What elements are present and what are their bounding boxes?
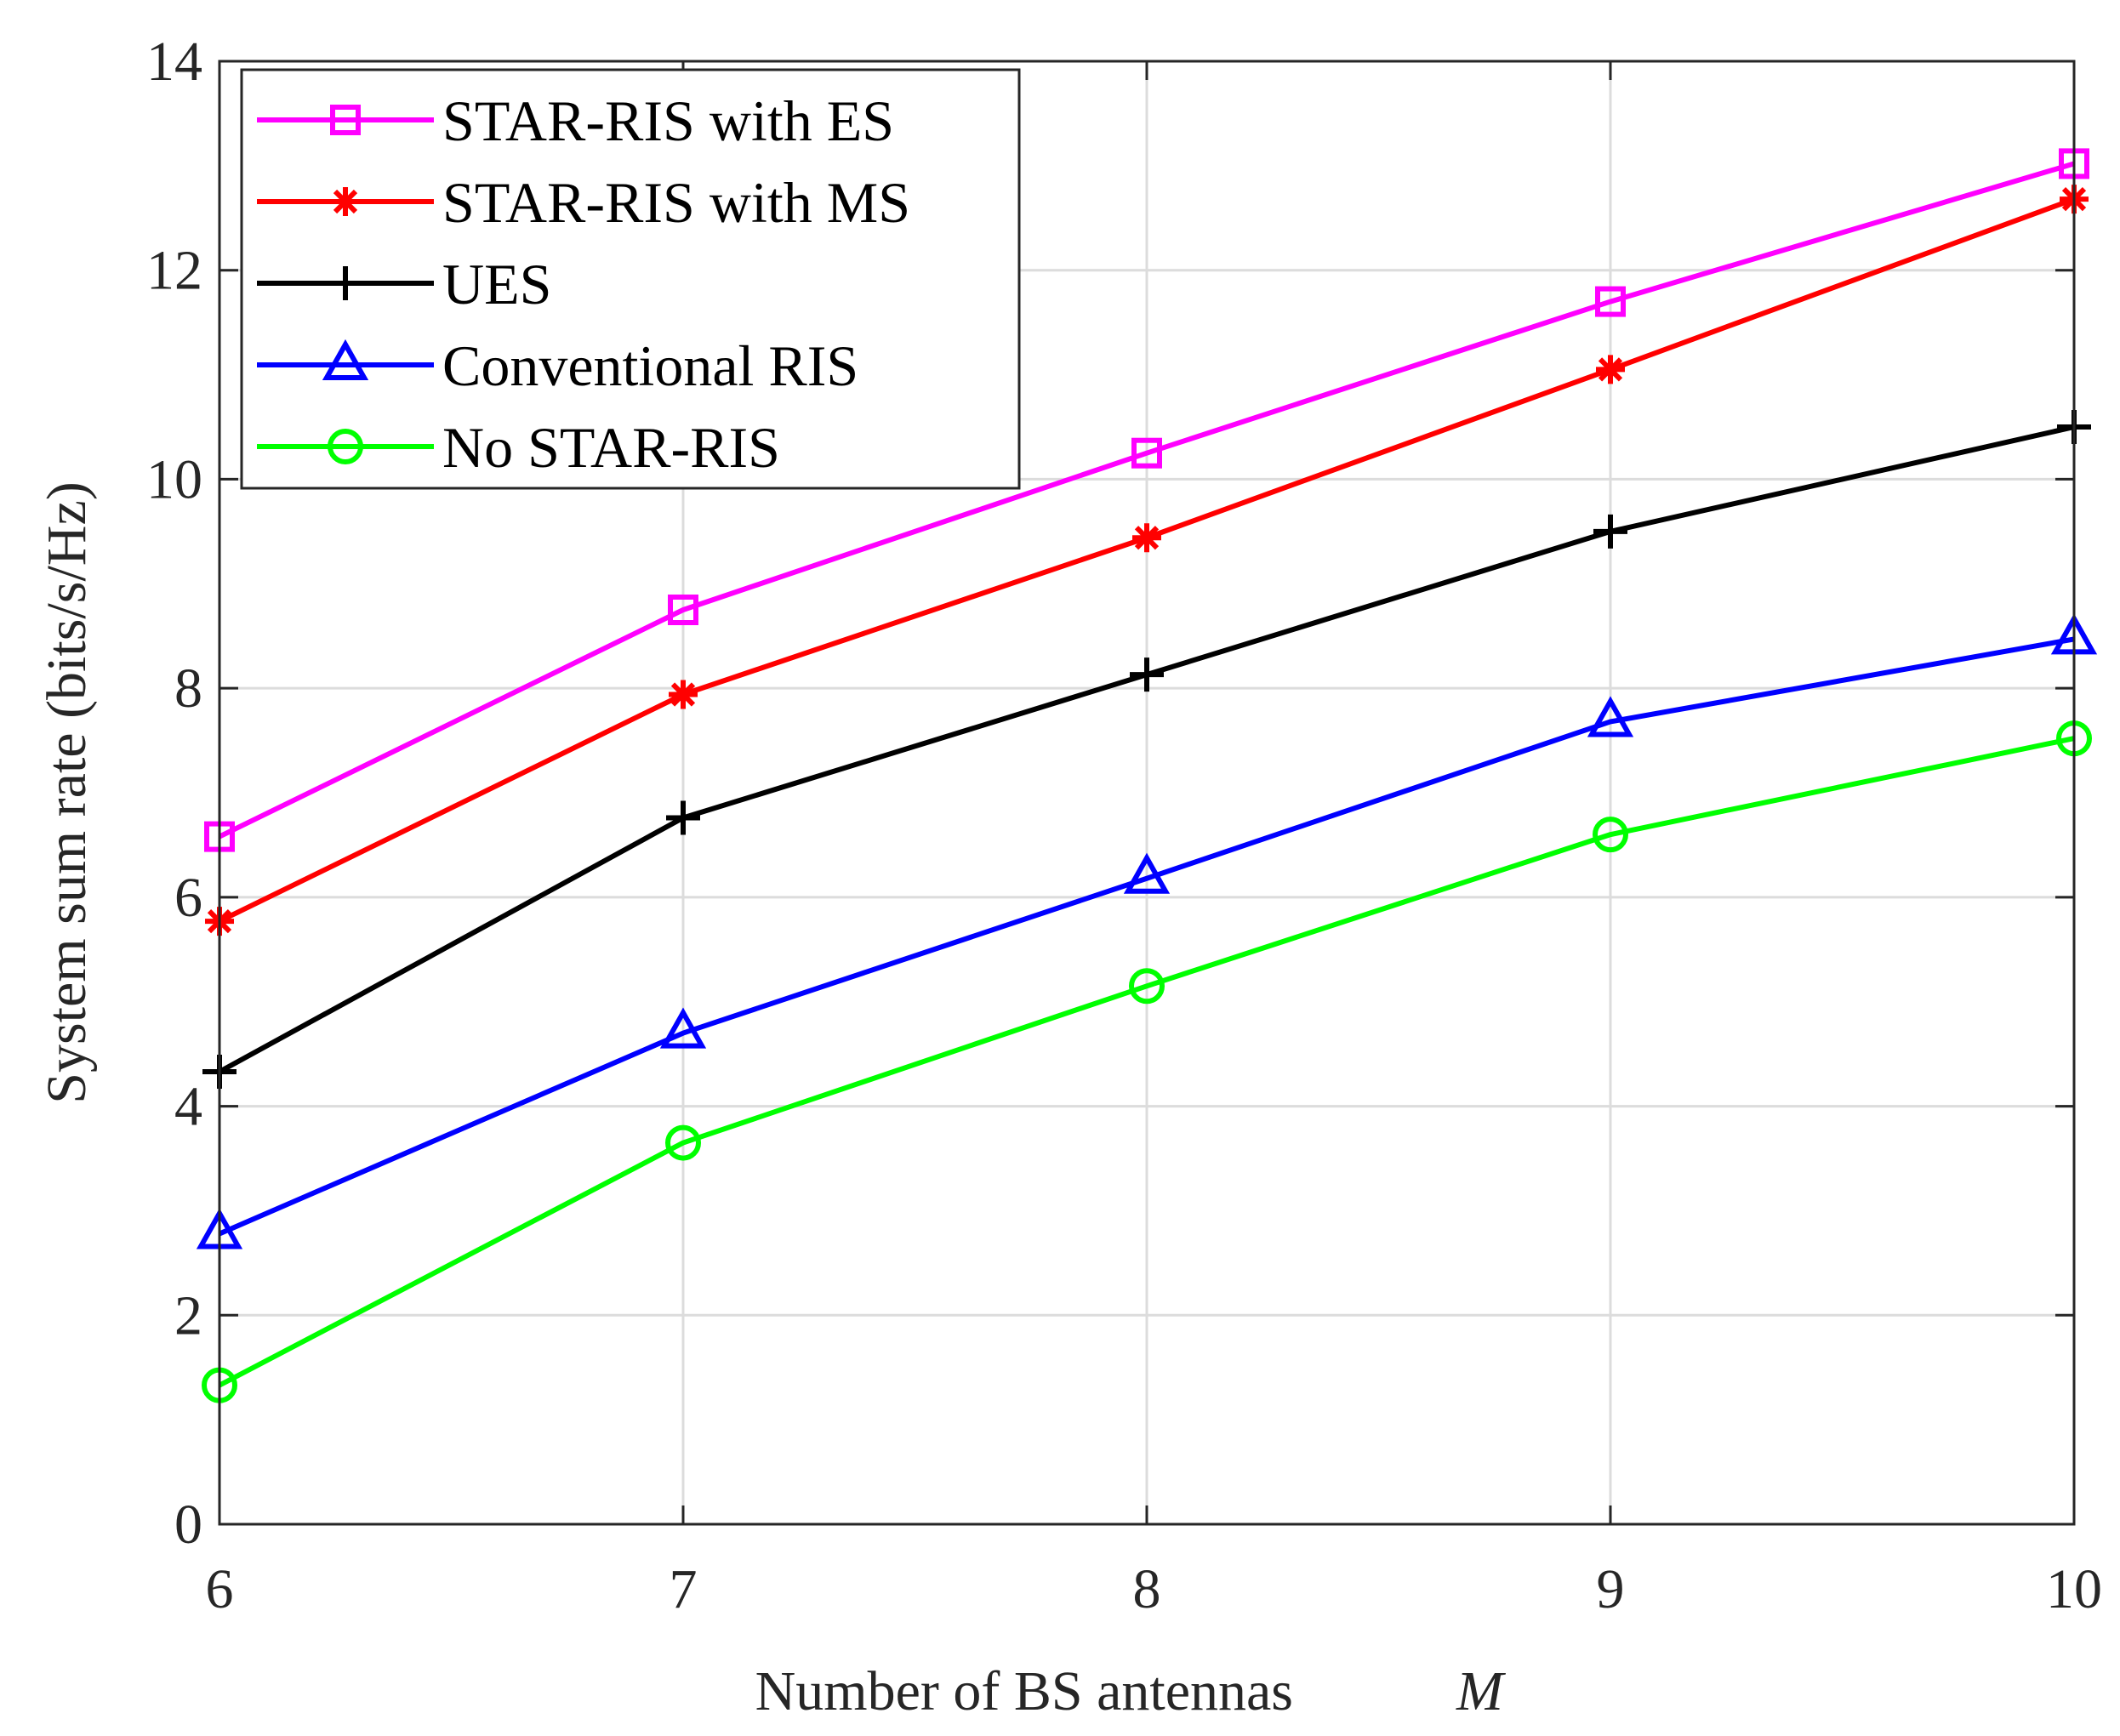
data-point-marker bbox=[668, 595, 698, 625]
data-point-marker bbox=[1593, 514, 1627, 549]
x-tick-label: 10 bbox=[2046, 1558, 2102, 1620]
data-point-marker bbox=[669, 680, 698, 709]
y-tick-label: 4 bbox=[174, 1076, 202, 1138]
legend-entry: STAR-RIS with ES bbox=[257, 88, 894, 153]
legend-marker bbox=[328, 266, 362, 300]
legend-label: STAR-RIS with MS bbox=[442, 170, 910, 235]
legend-label: STAR-RIS with ES bbox=[442, 88, 894, 153]
data-point-marker bbox=[666, 800, 700, 835]
data-point-marker bbox=[1123, 852, 1171, 894]
legend-entry: Conventional RIS bbox=[257, 333, 858, 398]
legend-marker bbox=[328, 429, 363, 464]
legend-box bbox=[240, 68, 1021, 490]
series-line bbox=[218, 636, 2075, 1237]
legend-entry: No STAR-RIS bbox=[257, 415, 780, 480]
data-point-marker bbox=[665, 1124, 701, 1161]
data-point-marker bbox=[1129, 968, 1165, 1005]
series-layer bbox=[196, 148, 2098, 1403]
series-line bbox=[218, 161, 2075, 840]
y-tick-label: 10 bbox=[146, 448, 202, 510]
legend-label: UES bbox=[442, 252, 551, 316]
x-axis-title: Number of BS antennas bbox=[755, 1660, 1293, 1722]
legend-marker bbox=[322, 339, 369, 380]
y-tick-label: 0 bbox=[174, 1494, 202, 1556]
data-point-marker bbox=[1587, 696, 1634, 737]
x-tick-label: 8 bbox=[1133, 1558, 1161, 1620]
data-point-marker bbox=[1132, 523, 1161, 553]
x-tick-label: 9 bbox=[1597, 1558, 1625, 1620]
y-tick-label: 6 bbox=[174, 867, 202, 929]
series-star-ris-with-es bbox=[204, 148, 2089, 852]
y-axis-title: System sum rate (bits/s/Hz) bbox=[36, 481, 98, 1103]
legend-entry: STAR-RIS with MS bbox=[257, 170, 910, 235]
x-axis-variable: M bbox=[1456, 1660, 1507, 1722]
data-point-marker bbox=[1595, 286, 1626, 317]
data-point-marker bbox=[1131, 437, 1162, 469]
y-tick-label: 8 bbox=[174, 657, 202, 720]
x-tick-label: 7 bbox=[670, 1558, 698, 1620]
y-tick-label: 14 bbox=[146, 31, 202, 93]
y-tick-label: 12 bbox=[146, 240, 202, 302]
data-point-marker bbox=[1593, 817, 1628, 853]
legend: STAR-RIS with ES STAR-RIS with MS UES Conve… bbox=[240, 68, 1021, 490]
legend-label: Conventional RIS bbox=[442, 333, 858, 398]
data-point-marker bbox=[1130, 657, 1164, 692]
x-tick-label: 6 bbox=[206, 1558, 234, 1620]
legend-entry: UES bbox=[257, 252, 551, 316]
legend-label: No STAR-RIS bbox=[442, 415, 780, 480]
tick-labels: 6 7 8 9 10 0 2 4 6 8 10 12 14 bbox=[146, 31, 2102, 1620]
series-line bbox=[218, 736, 2075, 1388]
y-tick-label: 2 bbox=[174, 1284, 202, 1346]
data-point-marker bbox=[659, 1007, 707, 1049]
legend-marker bbox=[330, 105, 361, 135]
data-point-marker bbox=[1596, 355, 1625, 384]
legend-marker bbox=[331, 187, 360, 216]
